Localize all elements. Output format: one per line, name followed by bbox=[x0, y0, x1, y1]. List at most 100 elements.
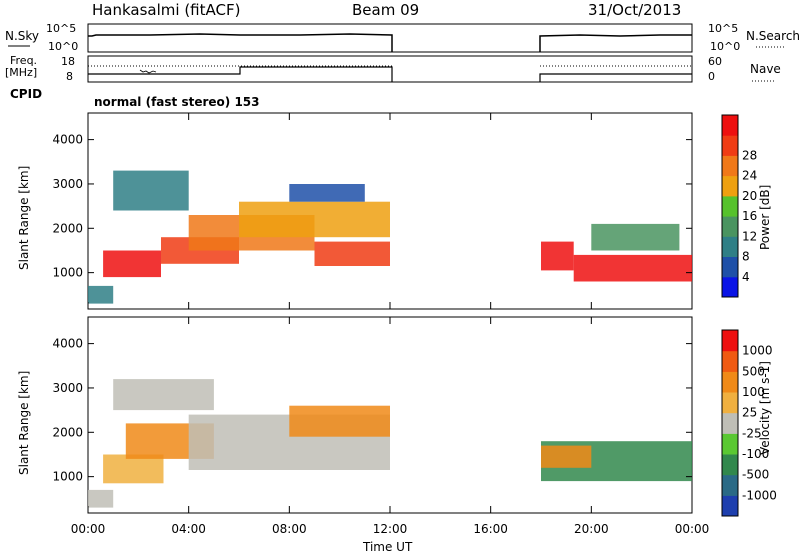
velocity-ylabel: Slant Range [km] bbox=[17, 371, 31, 475]
nave-tick-bottom: 0 bbox=[708, 70, 715, 83]
velocity-cell bbox=[541, 445, 592, 468]
velocity-cell bbox=[289, 405, 390, 437]
power-colorbar-tick: 4 bbox=[742, 270, 750, 284]
power-ytick-label: 1000 bbox=[52, 266, 83, 280]
power-colorbar-swatch bbox=[722, 256, 738, 278]
velocity-colorbar-tick: -25 bbox=[742, 426, 762, 440]
power-colorbar-frame bbox=[721, 114, 739, 298]
power-colorbar-tick: 16 bbox=[742, 209, 757, 223]
power-colorbar-tick: 20 bbox=[742, 189, 757, 203]
freq-tick-top: 18 bbox=[61, 55, 75, 68]
power-cell bbox=[88, 285, 114, 304]
velocity-colorbar: 1000 500 100 25 -25 -100 -500 -1000 bbox=[721, 329, 777, 517]
power-colorbar-swatch bbox=[722, 175, 738, 197]
power-colorbar: 4 8 12 16 20 24 28 bbox=[721, 114, 757, 298]
power-cell bbox=[289, 184, 365, 202]
velocity-colorbar-tick: -100 bbox=[742, 447, 769, 461]
freq-panel: Freq. [MHz] 18 8 60 0 Nave bbox=[5, 54, 781, 83]
velocity-colorbar-tick: 1000 bbox=[742, 344, 773, 358]
power-ytick-label: 4000 bbox=[52, 133, 83, 147]
power-cell bbox=[314, 241, 390, 266]
power-cell bbox=[541, 241, 574, 271]
velocity-colorbar-swatch bbox=[722, 330, 738, 352]
power-cell bbox=[113, 170, 189, 211]
nsearch-label: N.Search bbox=[746, 29, 800, 43]
velocity-ytick-label: 4000 bbox=[52, 337, 83, 351]
power-colorbar-swatch bbox=[722, 115, 738, 136]
cpid-label: CPID bbox=[10, 87, 42, 101]
power-colorbar-swatch bbox=[722, 135, 738, 156]
power-colorbar-swatch bbox=[722, 216, 738, 237]
nsky-tick-bottom: 10^0 bbox=[48, 40, 78, 53]
power-ytick-label: 3000 bbox=[52, 177, 83, 191]
velocity-colorbar-tick: 500 bbox=[742, 364, 765, 378]
velocity-colorbar-swatch bbox=[722, 392, 738, 414]
nsearch-tick-top: 10^5 bbox=[708, 22, 738, 35]
velocity-colorbar-swatch bbox=[722, 371, 738, 393]
nsky-trace-2 bbox=[539, 34, 692, 52]
power-colorbar-tick: 12 bbox=[742, 229, 757, 243]
power-ylabel: Slant Range [km] bbox=[17, 166, 31, 270]
power-cell bbox=[591, 223, 680, 251]
x-tick-label: 00:00 bbox=[675, 522, 710, 536]
velocity-colorbar-swatch bbox=[722, 454, 738, 476]
velocity-colorbar-tick: -500 bbox=[742, 468, 769, 482]
power-colorbar-tick: 28 bbox=[742, 148, 757, 162]
power-colorbar-swatch bbox=[722, 276, 738, 298]
nsky-panel: N.Sky 10^5 10^0 10^5 10^0 N.Search bbox=[5, 22, 800, 53]
velocity-colorbar-swatch bbox=[722, 412, 738, 434]
velocity-ytick-label: 3000 bbox=[52, 381, 83, 395]
x-tick-label: 08:00 bbox=[272, 522, 307, 536]
power-colorbar-tick: 8 bbox=[742, 250, 750, 264]
x-axis-label: Time UT bbox=[362, 540, 413, 554]
nave-label: Nave bbox=[750, 62, 781, 76]
nsky-label: N.Sky bbox=[5, 29, 39, 43]
nsky-tick-top: 10^5 bbox=[46, 22, 76, 35]
velocity-colorbar-swatch bbox=[722, 350, 738, 372]
velocity-colorbar-tick: -1000 bbox=[742, 488, 777, 502]
x-tick-label: 12:00 bbox=[373, 522, 408, 536]
freq-trace-2 bbox=[539, 73, 692, 82]
freq-trace bbox=[88, 66, 393, 82]
velocity-cell bbox=[88, 489, 114, 508]
station-title: Hankasalmi (fitACF) bbox=[92, 1, 240, 19]
nsearch-tick-bottom: 10^0 bbox=[710, 40, 740, 53]
x-tick-label: 04:00 bbox=[171, 522, 206, 536]
velocity-colorbar-tick: 25 bbox=[742, 406, 757, 420]
x-tick-label: 16:00 bbox=[473, 522, 508, 536]
velocity-cell bbox=[113, 379, 214, 411]
velocity-ytick-label: 1000 bbox=[52, 470, 83, 484]
velocity-colorbar-tick: 100 bbox=[742, 385, 765, 399]
power-cell bbox=[239, 201, 390, 238]
power-panel: 1000 2000 3000 4000 Slant Range [km] bbox=[17, 112, 693, 310]
x-tick-label: 20:00 bbox=[574, 522, 609, 536]
power-colorbar-swatch bbox=[722, 195, 738, 217]
velocity-ytick-label: 2000 bbox=[52, 425, 83, 439]
power-colorbar-swatch bbox=[722, 155, 738, 177]
freq-tick-bottom: 8 bbox=[66, 70, 73, 83]
nsky-trace bbox=[88, 33, 393, 52]
velocity-colorbar-swatch bbox=[722, 495, 738, 517]
power-colorbar-label: Power [dB] bbox=[758, 185, 772, 250]
nave-tick-top: 60 bbox=[708, 55, 722, 68]
x-tick-labels: 00:00 04:00 08:00 12:00 16:00 20:00 00:00 bbox=[71, 522, 710, 536]
cpid-text: normal (fast stereo) 153 bbox=[94, 95, 260, 109]
velocity-colorbar-swatch bbox=[722, 433, 738, 455]
freq-label-2: [MHz] bbox=[5, 66, 37, 79]
velocity-colorbar-frame bbox=[721, 329, 739, 517]
x-tick-label: 00:00 bbox=[71, 522, 106, 536]
date-title: 31/Oct/2013 bbox=[588, 1, 681, 19]
beam-title: Beam 09 bbox=[352, 1, 419, 19]
freq-label-1: Freq. bbox=[10, 54, 37, 67]
power-cell bbox=[573, 254, 692, 282]
power-ytick-label: 2000 bbox=[52, 221, 83, 235]
power-cell bbox=[103, 250, 161, 278]
velocity-cell bbox=[103, 454, 164, 484]
velocity-panel: 1000 2000 3000 4000 Slant Range [km] bbox=[17, 316, 693, 514]
power-colorbar-swatch bbox=[722, 236, 738, 257]
velocity-colorbar-swatch bbox=[722, 474, 738, 496]
freq-noise bbox=[139, 69, 157, 74]
power-colorbar-tick: 24 bbox=[742, 169, 757, 183]
velocity-colorbar-label: Velocity [m s-1] bbox=[758, 361, 772, 455]
